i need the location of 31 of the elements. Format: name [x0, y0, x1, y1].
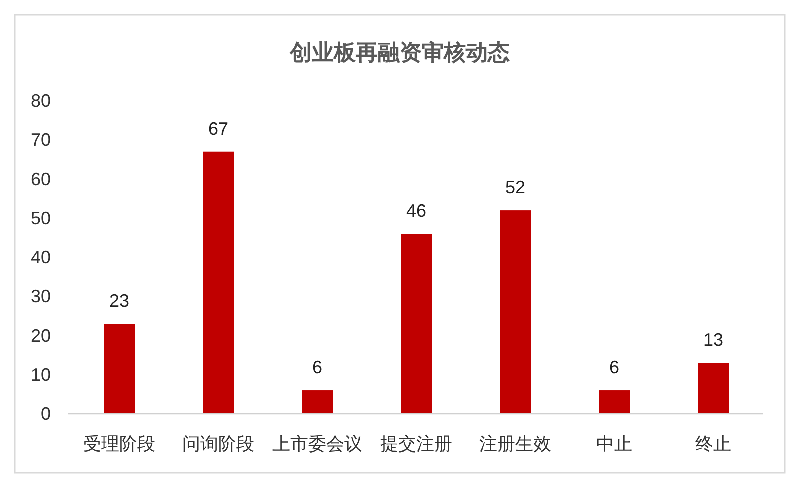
bar [698, 363, 729, 414]
x-tick-label: 问询阶段 [182, 434, 254, 454]
y-tick-label: 80 [30, 91, 51, 111]
bar [302, 390, 333, 414]
x-tick-label: 中止 [596, 434, 632, 454]
y-tick-label: 40 [30, 248, 51, 268]
data-label: 6 [609, 358, 620, 378]
data-label: 13 [703, 330, 724, 350]
bar [104, 324, 135, 414]
y-tick-label: 30 [30, 286, 51, 307]
data-label: 67 [208, 118, 229, 139]
bar [500, 210, 531, 414]
data-label: 6 [312, 358, 323, 378]
x-tick-label: 受理阶段 [84, 434, 156, 454]
y-tick-label: 0 [40, 404, 51, 424]
x-tick-label: 提交注册 [380, 434, 452, 454]
y-tick-label: 10 [30, 364, 51, 385]
x-tick-label: 上市委会议 [272, 434, 362, 454]
bar [599, 390, 630, 414]
x-tick-label: 终止 [696, 434, 732, 454]
y-tick-label: 70 [30, 130, 51, 150]
data-label: 52 [505, 178, 526, 198]
y-tick-label: 20 [30, 326, 51, 346]
y-tick-label: 60 [30, 169, 51, 190]
data-label: 23 [109, 291, 130, 312]
data-label: 46 [406, 201, 427, 222]
chart-title: 创业板再融资审核动态 [289, 40, 510, 65]
bar [203, 152, 234, 414]
y-tick-label: 50 [30, 208, 51, 228]
bar [401, 234, 432, 414]
x-tick-label: 注册生效 [480, 434, 552, 454]
